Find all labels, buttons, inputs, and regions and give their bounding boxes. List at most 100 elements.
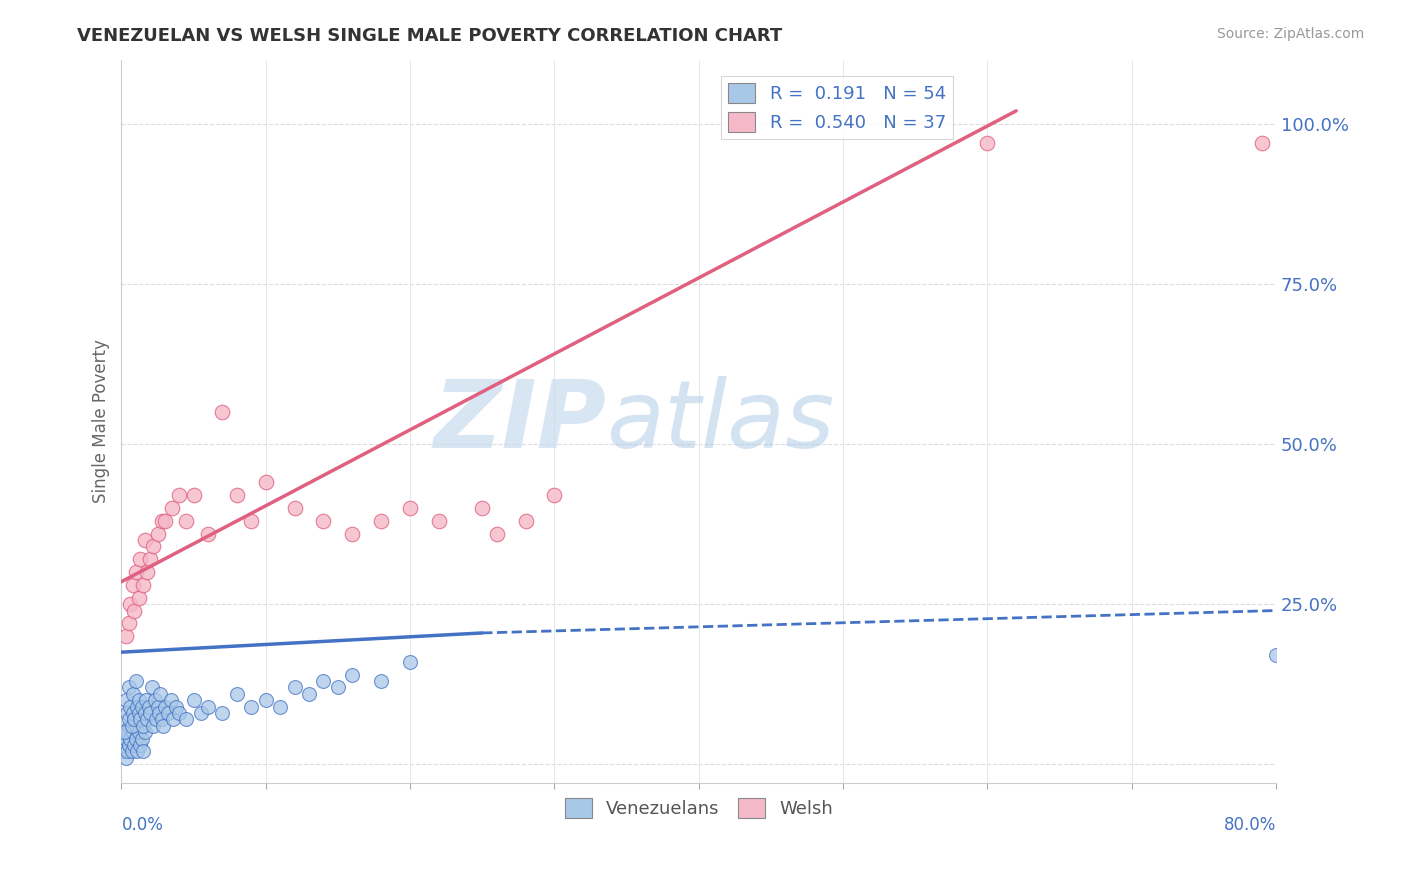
Point <box>122 578 145 592</box>
Text: atlas: atlas <box>606 376 835 467</box>
Point <box>370 673 392 688</box>
Point <box>125 731 148 746</box>
Point <box>298 687 321 701</box>
Point <box>160 501 183 516</box>
Point <box>176 514 198 528</box>
Point <box>134 533 156 547</box>
Point <box>312 673 335 688</box>
Point <box>167 488 190 502</box>
Point <box>142 719 165 733</box>
Point <box>211 405 233 419</box>
Point <box>115 706 138 720</box>
Point <box>240 699 263 714</box>
Point <box>159 693 181 707</box>
Point <box>136 565 159 579</box>
Point <box>176 713 198 727</box>
Point <box>399 655 422 669</box>
Point <box>118 738 141 752</box>
Point <box>138 699 160 714</box>
Legend: Venezuelans, Welsh: Venezuelans, Welsh <box>557 791 841 825</box>
Text: 0.0%: 0.0% <box>121 816 163 834</box>
Point <box>124 738 146 752</box>
Point <box>284 681 307 695</box>
Point <box>148 706 170 720</box>
Point <box>131 731 153 746</box>
Point <box>111 744 134 758</box>
Point <box>120 597 142 611</box>
Point <box>127 744 149 758</box>
Point <box>114 629 136 643</box>
Point <box>225 687 247 701</box>
Point <box>121 719 143 733</box>
Point <box>114 751 136 765</box>
Y-axis label: Single Male Poverty: Single Male Poverty <box>93 340 110 503</box>
Point <box>197 526 219 541</box>
Point <box>145 713 167 727</box>
Point <box>120 699 142 714</box>
Point <box>976 136 998 150</box>
Text: ZIP: ZIP <box>433 376 606 467</box>
Point <box>254 693 277 707</box>
Point <box>342 526 364 541</box>
Point <box>165 699 187 714</box>
Point <box>150 713 173 727</box>
Point <box>128 706 150 720</box>
Text: VENEZUELAN VS WELSH SINGLE MALE POVERTY CORRELATION CHART: VENEZUELAN VS WELSH SINGLE MALE POVERTY … <box>77 27 783 45</box>
Point <box>124 603 146 617</box>
Point <box>134 706 156 720</box>
Point <box>124 713 146 727</box>
Point <box>122 725 145 739</box>
Point <box>141 681 163 695</box>
Point <box>269 699 291 714</box>
Point <box>156 706 179 720</box>
Point <box>471 501 494 516</box>
Point <box>211 706 233 720</box>
Point <box>146 526 169 541</box>
Point <box>114 731 136 746</box>
Point <box>125 673 148 688</box>
Point <box>485 526 508 541</box>
Point <box>153 699 176 714</box>
Point <box>118 681 141 695</box>
Point <box>183 488 205 502</box>
Point <box>132 744 155 758</box>
Point <box>150 514 173 528</box>
Point <box>118 713 141 727</box>
Point <box>132 719 155 733</box>
Point <box>129 713 152 727</box>
Point <box>115 744 138 758</box>
Point <box>128 725 150 739</box>
Point <box>122 706 145 720</box>
Point <box>122 687 145 701</box>
Point <box>128 591 150 605</box>
Point <box>153 514 176 528</box>
Point <box>162 713 184 727</box>
Point <box>342 667 364 681</box>
Point <box>129 552 152 566</box>
Point <box>132 578 155 592</box>
Point <box>1250 136 1272 150</box>
Point <box>326 681 349 695</box>
Point <box>139 552 162 566</box>
Point <box>197 699 219 714</box>
Point <box>149 687 172 701</box>
Point <box>131 699 153 714</box>
Point <box>399 501 422 516</box>
Point <box>312 514 335 528</box>
Point <box>284 501 307 516</box>
Point <box>118 719 141 733</box>
Point <box>118 616 141 631</box>
Point <box>120 731 142 746</box>
Point <box>112 725 135 739</box>
Point <box>125 565 148 579</box>
Point <box>240 514 263 528</box>
Text: 80.0%: 80.0% <box>1223 816 1277 834</box>
Point <box>167 706 190 720</box>
Point <box>121 744 143 758</box>
Point <box>135 693 157 707</box>
Point <box>254 475 277 490</box>
Point <box>152 719 174 733</box>
Point <box>543 488 565 502</box>
Point <box>139 706 162 720</box>
Point <box>127 699 149 714</box>
